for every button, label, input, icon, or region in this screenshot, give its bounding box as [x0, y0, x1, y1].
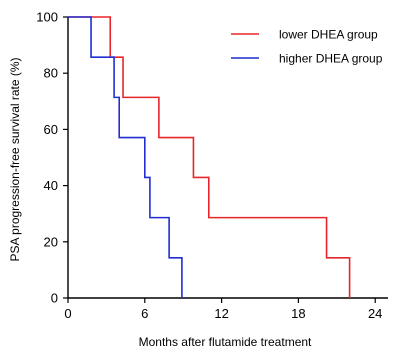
- legend-label: higher DHEA group: [279, 52, 383, 66]
- x-tick-label: 0: [64, 306, 71, 321]
- axes: 0 20 40 60 80 100 0 6 12 18 24: [36, 10, 388, 321]
- x-axis-title: Months after flutamide treatment: [139, 335, 312, 349]
- series-line-higher-dhea: [68, 16, 183, 298]
- legend: lower DHEA group higher DHEA group: [231, 28, 383, 66]
- y-tick-label: 0: [51, 291, 58, 306]
- legend-label: lower DHEA group: [279, 28, 378, 42]
- y-tick-label: 20: [44, 234, 58, 249]
- series-layer: [68, 16, 351, 298]
- x-tick-label: 24: [368, 306, 382, 321]
- x-tick-label: 12: [214, 306, 228, 321]
- y-tick-label: 40: [44, 178, 58, 193]
- y-tick-label: 60: [44, 122, 58, 137]
- y-tick-label: 100: [36, 10, 58, 25]
- x-tick-label: 6: [141, 306, 148, 321]
- y-tick-label: 80: [44, 66, 58, 81]
- y-axis-title: PSA progression-free survival rate (%): [8, 57, 22, 261]
- x-tick-label: 18: [291, 306, 305, 321]
